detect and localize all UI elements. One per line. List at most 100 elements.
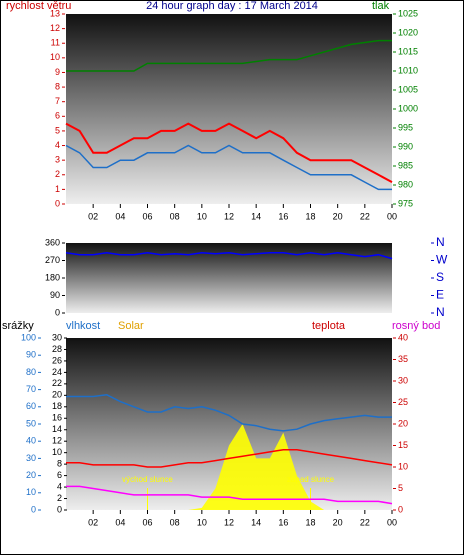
y-tick-label: 9 [55, 67, 60, 77]
x-tick-label: 12 [224, 517, 234, 527]
x-tick-label: 06 [142, 211, 152, 221]
y-tick-label: 995 [398, 122, 413, 132]
title: 24 hour graph day : 17 March 2014 [146, 0, 318, 12]
x-tick-label: 12 [224, 211, 234, 221]
y-tick-label: 35 [398, 354, 408, 364]
y-tick-label: 90 [26, 350, 36, 360]
y-tick-label: 5 [55, 125, 60, 135]
y-tick-label: N [436, 235, 445, 249]
y-tick-label: 10 [398, 461, 408, 471]
y-tick-label: 5 [398, 483, 403, 493]
axis-label: Solar [118, 320, 144, 332]
y-tick-label: 6 [57, 470, 62, 480]
y-tick-label: 28 [52, 344, 62, 354]
x-tick-label: 02 [88, 211, 98, 221]
y-tick-label: 0 [55, 307, 60, 317]
y-tick-label: 11 [51, 38, 60, 48]
y-tick-label: 80 [26, 367, 36, 377]
area [66, 424, 392, 510]
x-tick-label: 18 [305, 211, 315, 221]
y-tick-label: 20 [26, 470, 36, 480]
y-tick-label: 20 [398, 418, 408, 428]
y-tick-label: 1 [55, 184, 60, 194]
y-tick-label: 0 [398, 504, 403, 514]
x-tick-label: 10 [197, 517, 207, 527]
x-tick-label: 04 [115, 517, 125, 527]
y-tick-label: 1005 [398, 84, 418, 94]
y-tick-label: 18 [52, 401, 62, 411]
y-tick-label: 985 [398, 160, 413, 170]
y-tick-label: 40 [26, 436, 36, 446]
x-tick-label: 06 [142, 517, 152, 527]
x-tick-label: 20 [333, 211, 343, 221]
x-tick-label: 14 [251, 211, 261, 221]
x-tick-label: 10 [197, 211, 207, 221]
y-tick-label: 1015 [398, 46, 418, 56]
y-tick-label: W [436, 253, 448, 267]
y-tick-label: 12 [52, 436, 62, 446]
line [66, 39, 392, 72]
y-tick-label: 24 [52, 367, 62, 377]
x-tick-label: 00 [387, 517, 397, 527]
y-tick-label: S [436, 270, 444, 284]
y-tick-label: 100 [21, 332, 36, 342]
y-tick-label: 10 [26, 487, 36, 497]
y-tick-label: 990 [398, 141, 413, 151]
y-tick-label: 3 [55, 155, 60, 165]
y-tick-label: 60 [26, 401, 36, 411]
axis-label: rychlost větru [6, 0, 71, 12]
y-tick-label: 15 [398, 440, 408, 450]
x-tick-label: 20 [333, 517, 343, 527]
y-tick-label: 50 [26, 418, 36, 428]
line [66, 449, 393, 468]
y-tick-label: 1000 [398, 103, 418, 113]
y-tick-label: 1025 [398, 8, 418, 18]
y-tick-label: 30 [26, 453, 36, 463]
line [65, 251, 393, 260]
y-tick-label: 2 [57, 493, 62, 503]
y-tick-label: 7 [55, 96, 60, 106]
line [65, 122, 393, 183]
y-tick-label: 20 [52, 390, 62, 400]
y-tick-label: 0 [57, 504, 62, 514]
y-tick-label: 180 [45, 272, 60, 282]
y-tick-label: 30 [398, 375, 408, 385]
y-tick-label: E [436, 288, 444, 302]
x-tick-label: 22 [360, 517, 370, 527]
axis-label: tlak [372, 0, 390, 12]
y-tick-label: 8 [55, 81, 60, 91]
axis-label: rosný bod [392, 320, 440, 332]
y-tick-label: 13 [50, 8, 60, 18]
line [66, 485, 393, 505]
y-tick-label: 1010 [398, 65, 418, 75]
y-tick-label: 4 [57, 481, 62, 491]
y-tick-label: 980 [398, 179, 413, 189]
plot-bg [66, 14, 392, 204]
line [66, 394, 392, 432]
y-tick-label: 40 [398, 332, 408, 342]
y-tick-label: 14 [52, 424, 62, 434]
y-tick-label: 25 [398, 397, 408, 407]
axis-label: srážky [2, 320, 34, 332]
y-tick-label: 2 [55, 169, 60, 179]
x-tick-label: 18 [305, 517, 315, 527]
y-tick-label: 270 [45, 255, 60, 265]
y-tick-label: 4 [55, 140, 60, 150]
line [65, 144, 392, 191]
y-tick-label: 22 [52, 378, 62, 388]
y-tick-label: 26 [52, 355, 62, 365]
y-tick-label: 90 [50, 290, 60, 300]
y-tick-label: 8 [57, 459, 62, 469]
x-tick-label: 00 [387, 211, 397, 221]
x-tick-label: 04 [115, 211, 125, 221]
y-tick-label: 0 [31, 504, 36, 514]
y-tick-label: 70 [26, 384, 36, 394]
x-tick-label: 02 [88, 517, 98, 527]
x-tick-label: 22 [360, 211, 370, 221]
x-tick-label: 14 [251, 517, 261, 527]
y-tick-label: 1020 [398, 27, 418, 37]
y-tick-label: 975 [398, 198, 413, 208]
x-tick-label: 16 [278, 517, 288, 527]
y-tick-label: 6 [55, 111, 60, 121]
